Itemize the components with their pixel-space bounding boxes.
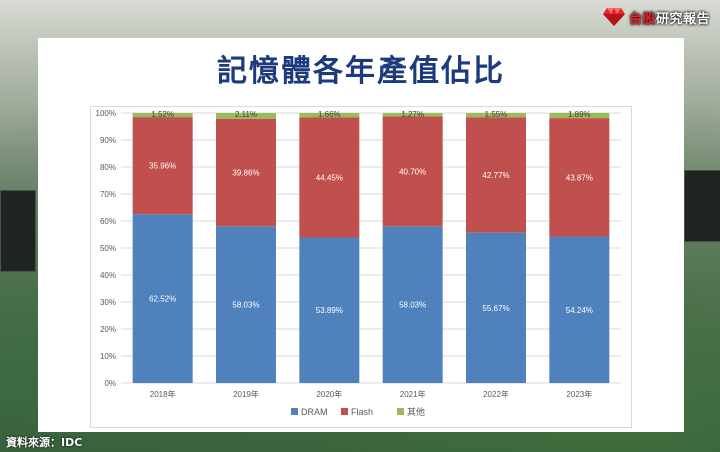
legend-swatch [291, 408, 298, 415]
x-tick-label: 2019年 [233, 389, 259, 399]
legend-swatch [341, 408, 348, 415]
data-label: 2.11% [235, 110, 257, 119]
data-label: 53.89% [316, 306, 343, 315]
x-tick-label: 2022年 [483, 389, 509, 399]
y-tick-label: 0% [104, 379, 116, 388]
brand-logo: 台股研究報告 [602, 6, 710, 28]
y-tick-label: 40% [100, 271, 116, 280]
legend-label: Flash [351, 407, 373, 417]
bar-segment-DRAM [382, 226, 443, 383]
bar-segment-DRAM [549, 236, 610, 383]
bar-segment-Flash [132, 117, 193, 215]
brand-name: 台股研究報告 [628, 11, 710, 27]
y-tick-label: 10% [100, 352, 116, 361]
data-label: 1.89% [568, 110, 591, 119]
data-label: 39.86% [232, 169, 259, 178]
bar-segment-Flash [382, 116, 443, 227]
y-tick-label: 50% [100, 244, 116, 253]
bar-segment-Flash [466, 117, 526, 233]
data-label: 35.96% [149, 162, 176, 171]
bar-segment-其他 [132, 113, 193, 118]
y-tick-label: 100% [96, 109, 116, 118]
data-label: 1.27% [401, 110, 424, 119]
data-label: 62.52% [149, 295, 176, 304]
bar-segment-DRAM [299, 237, 360, 383]
data-label: 43.87% [566, 173, 593, 182]
legend-label: DRAM [301, 407, 328, 417]
data-label: 55.67% [482, 304, 509, 313]
data-label: 58.03% [232, 301, 259, 310]
bar-segment-Flash [549, 118, 610, 237]
legend-swatch [397, 408, 404, 415]
bar-segment-其他 [216, 113, 276, 119]
bar-segment-其他 [299, 113, 360, 118]
chart-area: 0% 10% 20% 30% 40% 50% 60% 70% 80% 90% 100% 62.52% 3… [90, 106, 632, 428]
bar-segment-Flash [216, 118, 276, 227]
y-tick-label: 70% [100, 190, 116, 199]
data-label: 40.70% [399, 167, 426, 176]
data-label: 1.52% [151, 110, 174, 119]
bar-segment-其他 [382, 113, 443, 117]
bar-segment-DRAM [216, 226, 276, 383]
x-tick-label: 2020年 [316, 389, 342, 399]
data-label: 58.03% [399, 301, 426, 310]
data-label: 42.77% [482, 171, 509, 180]
diamond-icon [602, 8, 625, 26]
data-label: 1.66% [318, 110, 341, 119]
source-note: 資料來源：IDC [6, 436, 83, 449]
data-label: 1.55% [485, 110, 508, 119]
bar-segment-Flash [299, 117, 360, 238]
memory-chip-graphic [0, 190, 36, 272]
data-label: 44.45% [316, 173, 343, 182]
bar-segment-DRAM [466, 232, 526, 383]
legend-label: 其他 [407, 406, 425, 417]
y-tick-label: 80% [100, 163, 116, 172]
bar-segment-其他 [549, 113, 610, 119]
x-tick-label: 2021年 [400, 389, 426, 399]
x-tick-label: 2023年 [566, 389, 592, 399]
bar-segment-其他 [466, 113, 526, 118]
y-tick-label: 30% [100, 298, 116, 307]
bar-segment-DRAM [132, 214, 193, 383]
memory-chip-graphic [684, 170, 720, 242]
y-tick-label: 20% [100, 325, 116, 334]
x-tick-label: 2018年 [150, 389, 176, 399]
y-tick-label: 60% [100, 217, 116, 226]
data-label: 54.24% [566, 306, 593, 315]
stacked-bar-chart: 0% 10% 20% 30% 40% 50% 60% 70% 80% 90% 100% 62.52% 3… [96, 109, 621, 417]
chart-title: 記憶體各年產值佔比 [217, 54, 505, 89]
y-tick-label: 90% [100, 136, 116, 145]
